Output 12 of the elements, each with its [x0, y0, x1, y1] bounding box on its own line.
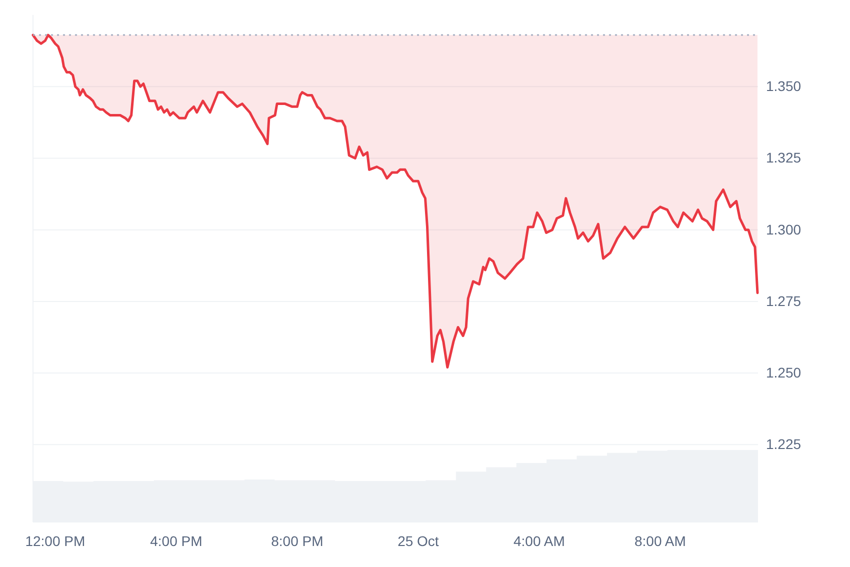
x-tick-label: 8:00 AM: [634, 532, 686, 549]
y-tick-label: 1.300: [766, 221, 802, 238]
y-tick-label: 1.225: [766, 436, 802, 452]
y-tick-label: 1.350: [766, 78, 802, 94]
x-tick-label: 12:00 PM: [25, 532, 86, 549]
x-tick-label: 8:00 PM: [271, 532, 324, 549]
x-tick-label: 4:00 PM: [150, 532, 202, 549]
y-tick-label: 1.275: [766, 292, 802, 309]
y-tick-label: 1.250: [766, 364, 802, 381]
y-tick-label: 1.325: [766, 150, 802, 166]
x-tick-label: 4:00 AM: [514, 532, 565, 549]
x-tick-label: 25 Oct: [398, 532, 439, 549]
